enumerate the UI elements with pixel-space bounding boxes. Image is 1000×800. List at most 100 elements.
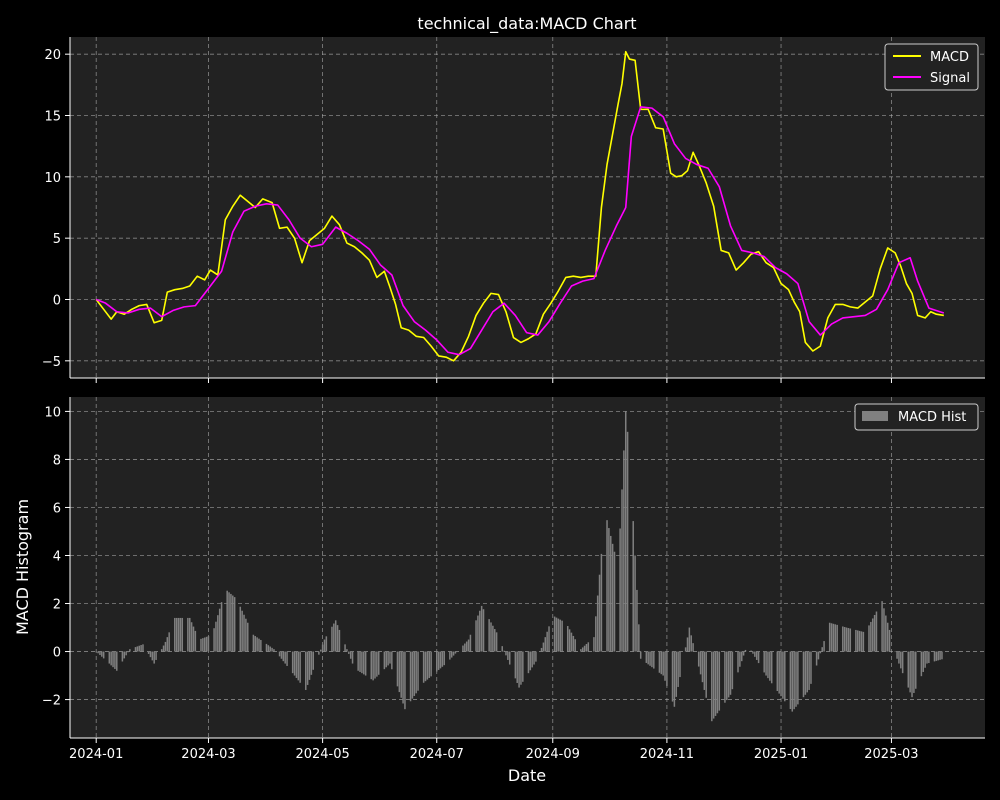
histogram-bar xyxy=(928,651,930,664)
histogram-bar xyxy=(450,651,453,658)
histogram-bar xyxy=(568,629,571,652)
legend-swatch-macd-hist xyxy=(862,411,888,421)
histogram-bar xyxy=(220,602,223,652)
histogram-bar xyxy=(924,651,926,668)
histogram-bar xyxy=(181,617,184,652)
histogram-bar xyxy=(174,617,176,652)
histogram-bar xyxy=(808,651,810,690)
histogram-bar xyxy=(164,641,167,652)
histogram-bar xyxy=(402,651,404,704)
histogram-bar xyxy=(507,651,509,660)
histogram-bar xyxy=(116,651,118,671)
histogram-bar xyxy=(555,617,558,652)
histogram-bar xyxy=(636,589,638,652)
histogram-bar xyxy=(639,651,642,659)
histogram-bar xyxy=(166,637,169,652)
histogram-bar xyxy=(187,617,189,652)
histogram-bar xyxy=(140,645,142,652)
histogram-bar xyxy=(241,610,243,652)
signal-line xyxy=(95,106,945,356)
histogram-bar xyxy=(699,651,702,675)
x-tick-label: 2025-03 xyxy=(864,747,918,762)
histogram-bar xyxy=(868,625,870,652)
histogram-bar xyxy=(881,601,883,652)
hist-y-tick-label: 4 xyxy=(53,549,61,564)
histogram-bar xyxy=(284,651,286,664)
histogram-bar xyxy=(587,642,590,652)
histogram-bar xyxy=(112,651,114,668)
histogram-bar xyxy=(271,647,273,652)
histogram-bar xyxy=(153,651,155,664)
histogram-bar xyxy=(900,651,902,669)
histogram-bar xyxy=(718,651,721,711)
histogram-bar xyxy=(269,646,271,652)
histogram-bar xyxy=(535,651,537,662)
histogram-bar xyxy=(95,651,97,653)
histogram-bar xyxy=(686,637,689,652)
histogram-bar xyxy=(913,651,915,693)
histogram-bar xyxy=(632,521,634,652)
histogram-bar xyxy=(726,651,728,701)
histogram-bar xyxy=(110,651,112,666)
histogram-bar xyxy=(531,651,533,668)
histogram-bar xyxy=(855,629,857,652)
histogram-bar xyxy=(873,614,876,652)
histogram-bar xyxy=(572,635,575,652)
histogram-bar xyxy=(784,651,786,702)
histogram-bar xyxy=(701,651,704,683)
histogram-bar xyxy=(561,620,563,652)
histogram-bar xyxy=(658,651,661,673)
histogram-bar xyxy=(705,651,707,698)
histogram-bar xyxy=(396,651,399,687)
histogram-bar xyxy=(331,626,333,652)
histogram-bar xyxy=(595,616,597,652)
histogram-bar xyxy=(583,645,586,652)
histogram-bar xyxy=(828,622,831,652)
macd-histogram-grid xyxy=(70,397,985,738)
histogram-bar xyxy=(333,623,335,652)
histogram-bar xyxy=(858,630,861,652)
histogram-bar xyxy=(114,651,116,669)
histogram-bar xyxy=(348,651,350,654)
macd-y-tick-label: 10 xyxy=(44,171,61,186)
histogram-bar xyxy=(361,651,363,674)
histogram-bar xyxy=(230,593,232,652)
histogram-bar xyxy=(415,651,417,694)
histogram-bar xyxy=(737,651,739,673)
histogram-bar xyxy=(479,610,481,652)
histogram-bar xyxy=(598,574,601,652)
histogram-bar xyxy=(885,615,887,652)
histogram-bar xyxy=(823,641,825,652)
histogram-bar xyxy=(194,630,197,652)
histogram-bar xyxy=(518,651,520,688)
histogram-bar xyxy=(716,651,719,714)
histogram-bar xyxy=(776,651,779,691)
hist-y-tick-label: 10 xyxy=(44,405,61,420)
histogram-bar xyxy=(797,651,799,705)
histogram-bar xyxy=(351,651,354,664)
histogram-bar xyxy=(542,642,545,652)
histogram-bar xyxy=(922,651,924,672)
histogram-bar xyxy=(319,649,322,652)
histogram-bar xyxy=(802,651,805,698)
histogram-bar xyxy=(305,651,307,690)
histogram-bar xyxy=(581,647,584,652)
histogram-bar xyxy=(258,638,260,652)
x-axis-label: Date xyxy=(508,766,546,785)
macd-signal-legend: MACD Signal xyxy=(884,43,979,91)
histogram-bar xyxy=(810,651,812,684)
histogram-bar xyxy=(712,651,715,719)
macd-y-tick-label: 20 xyxy=(44,48,61,63)
histogram-bar xyxy=(218,608,221,652)
histogram-bar xyxy=(754,651,756,657)
hist-legend-box xyxy=(854,403,979,431)
histogram-bar xyxy=(593,637,595,652)
histogram-bar xyxy=(215,621,217,652)
histogram-bar xyxy=(108,651,111,664)
histogram-bar xyxy=(247,622,249,652)
histogram-bar xyxy=(449,651,451,660)
histogram-bar xyxy=(770,651,773,684)
histogram-bar xyxy=(325,636,328,652)
histogram-bar xyxy=(508,651,511,665)
